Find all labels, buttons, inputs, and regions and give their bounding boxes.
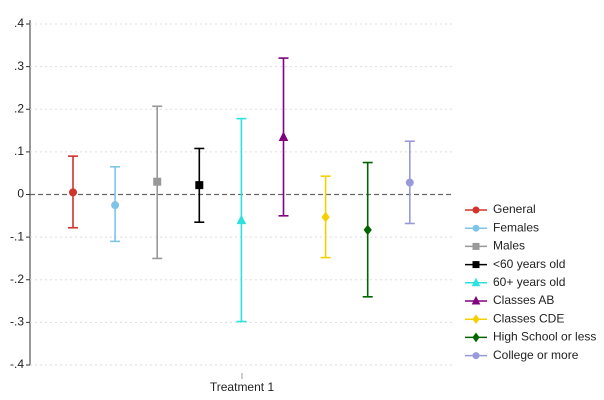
- legend-label: <60 years old: [493, 257, 565, 271]
- point: [69, 188, 77, 197]
- point: [195, 181, 204, 190]
- legend-label: Classes AB: [493, 293, 554, 307]
- y-tick-label: -.2: [10, 272, 24, 286]
- y-tick-label: .1: [14, 144, 24, 158]
- point: [278, 131, 289, 141]
- legend-marker: [471, 295, 481, 305]
- legend-label: Classes CDE: [493, 311, 564, 325]
- y-tick-label: .4: [14, 16, 24, 30]
- legend-label: Females: [493, 220, 539, 234]
- legend-marker: [472, 242, 480, 250]
- y-tick-label: 0: [17, 187, 24, 201]
- point: [363, 224, 372, 236]
- legend-label: 60+ years old: [493, 275, 565, 289]
- legend-marker: [471, 277, 481, 287]
- y-tick-label: -.1: [10, 229, 24, 243]
- y-tick-label: .2: [14, 101, 24, 115]
- legend-marker: [472, 224, 480, 232]
- legend-label: Males: [493, 239, 525, 253]
- legend-label: High School or less: [493, 330, 596, 344]
- y-tick-label: -.3: [10, 315, 24, 329]
- y-tick-label: -.4: [10, 357, 24, 371]
- point: [236, 214, 247, 225]
- point: [153, 177, 162, 186]
- legend-marker: [472, 332, 480, 343]
- y-tick-label: .3: [14, 59, 24, 73]
- legend-marker: [472, 352, 480, 360]
- legend-marker: [472, 314, 480, 325]
- legend-marker: [472, 261, 480, 269]
- point: [321, 211, 330, 223]
- legend-label: College or more: [493, 348, 579, 362]
- point: [111, 201, 120, 210]
- x-tick-label: Treatment 1: [210, 380, 275, 394]
- point: [405, 178, 414, 187]
- legend-label: General: [493, 202, 536, 216]
- legend-marker: [472, 206, 480, 214]
